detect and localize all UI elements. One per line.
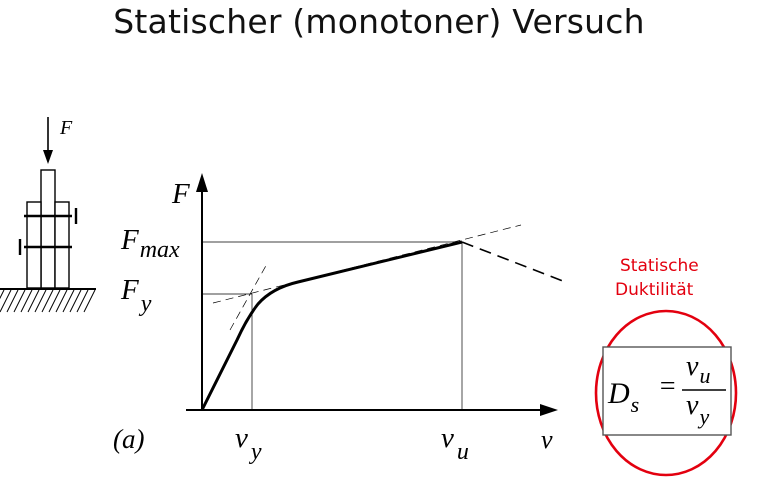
specimen-column (40, 169, 56, 289)
hatch-stroke (55, 289, 68, 313)
softening-branch (461, 241, 569, 284)
hatch-stroke (20, 289, 33, 313)
y-axis-arrow (196, 173, 208, 192)
specimen-force-label: F (59, 117, 73, 139)
hatch-stroke (69, 289, 82, 313)
ductility-formula: Ds = vu vy (607, 351, 726, 429)
f-y-label: Fy (120, 274, 152, 317)
hatch-stroke (6, 289, 19, 313)
x-axis-label: v (541, 425, 553, 454)
formula-denominator: vy (686, 390, 709, 429)
annotation-line-2: Duktilität (615, 280, 694, 300)
force-displacement-curve (200, 240, 463, 411)
formula-equals: = (658, 371, 677, 402)
y-axis-label: F (171, 178, 190, 210)
hatch-stroke (27, 289, 40, 313)
panel-label: (a) (113, 424, 144, 454)
hatch-stroke (13, 289, 26, 313)
highlight-circle (594, 309, 738, 477)
hatch-stroke (34, 289, 47, 313)
formula-numerator: vu (686, 351, 710, 388)
hatch-stroke (48, 289, 61, 313)
hatch-stroke (41, 289, 54, 313)
annotation-line-1: Statische (620, 256, 699, 276)
hatch-stroke (76, 289, 89, 313)
force-arrow-head (43, 150, 53, 164)
hatch-stroke (83, 289, 96, 313)
hatch-stroke (62, 289, 75, 313)
hatch-stroke (0, 289, 12, 313)
hatch-stroke (0, 289, 5, 300)
f-max-label: Fmax (120, 224, 180, 263)
formula-lhs: Ds (607, 377, 639, 417)
formula-box (602, 346, 732, 436)
ground-hatching (0, 289, 96, 313)
specimen-sketch: F (0, 117, 96, 313)
x-axis-arrow (540, 404, 558, 416)
page-title: Statischer (monotoner) Versuch (113, 2, 645, 41)
